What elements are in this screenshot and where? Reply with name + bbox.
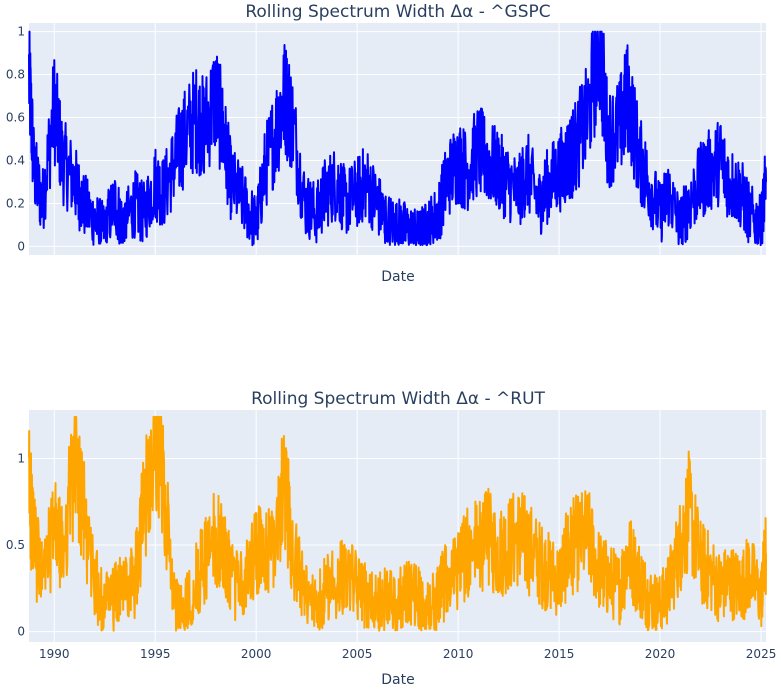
x-tick-label: 2000: [241, 647, 272, 661]
rut-x-axis-title: Date: [381, 672, 414, 688]
y-tick-label: 0.8: [6, 68, 25, 82]
y-tick-label: 0.2: [6, 196, 25, 210]
x-tick-label: 1995: [140, 647, 171, 661]
gspc-chart-title: Rolling Spectrum Width Δα - ^GSPC: [245, 2, 550, 22]
x-tick-label: 2020: [645, 647, 676, 661]
x-tick-label: 2010: [443, 647, 474, 661]
gspc-y-ticks: 0 0.2 0.4 0.6 0.8 1: [6, 25, 25, 254]
rut-chart-title: Rolling Spectrum Width Δα - ^RUT: [251, 389, 545, 409]
rut-y-ticks: 00.51: [6, 451, 25, 638]
rut-x-ticks: 1990 1995 2000 2005 2010 2015 2020 2025: [39, 647, 776, 661]
y-tick-label: 0: [17, 625, 25, 639]
y-tick-label: 1: [17, 25, 25, 39]
y-tick-label: 0.4: [6, 153, 25, 167]
x-tick-label: 1990: [39, 647, 70, 661]
rut-series-line: [28, 415, 767, 632]
y-tick-label: 0.5: [6, 538, 25, 552]
rut-panel: 00.51 1990 1995 2000 2005 2010 2015 2020 2025 R…: [6, 389, 776, 688]
x-tick-label: 2015: [544, 647, 575, 661]
x-tick-label: 2005: [342, 647, 373, 661]
y-tick-label: 0.6: [6, 111, 25, 125]
x-tick-label: 2025: [746, 647, 777, 661]
gspc-series-line: [28, 30, 767, 247]
gspc-panel: 0 0.2 0.4 0.6 0.8 1 Rolling Spectrum Width Δα…: [6, 2, 767, 285]
gspc-x-axis-title: Date: [381, 269, 414, 285]
y-tick-label: 0: [17, 239, 25, 253]
y-tick-label: 1: [17, 451, 25, 465]
